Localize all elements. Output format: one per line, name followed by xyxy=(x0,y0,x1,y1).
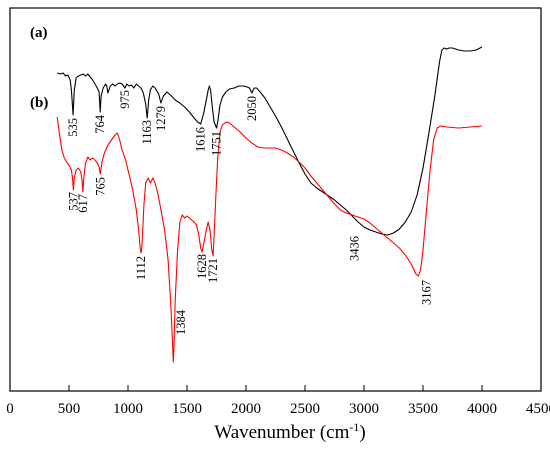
panel-labels: (a) (b) xyxy=(30,25,48,111)
panel-label: (b) xyxy=(30,95,48,111)
peak-label: 1163 xyxy=(140,120,154,145)
x-tick-label: 2500 xyxy=(290,401,320,417)
x-axis-title-superscript: -1 xyxy=(349,420,359,434)
peak-label: 617 xyxy=(76,194,90,213)
peak-label: 2050 xyxy=(245,96,259,121)
series-line-b xyxy=(56,116,483,363)
x-tick-label: 4000 xyxy=(467,401,497,417)
peak-label: 1721 xyxy=(206,258,220,283)
x-axis-ticks xyxy=(9,385,542,391)
x-tick-label: 0 xyxy=(6,401,14,417)
x-tick-label: 500 xyxy=(58,401,81,417)
x-tick-label: 2000 xyxy=(231,401,261,417)
x-tick-label: 3000 xyxy=(349,401,379,417)
peak-label: 535 xyxy=(66,118,80,137)
panel-label: (a) xyxy=(30,25,48,41)
plot-frame xyxy=(9,7,542,392)
peak-label: 537 xyxy=(66,192,80,211)
series-group xyxy=(56,46,483,363)
x-tick-label: 4500 xyxy=(526,401,550,417)
peak-label: 3436 xyxy=(348,236,362,261)
peak-label: 765 xyxy=(93,177,107,196)
peak-label: 1112 xyxy=(134,256,148,280)
x-tick-label: 1000 xyxy=(113,401,143,417)
peak-label: 1279 xyxy=(154,106,168,131)
x-axis-title-tail: ) xyxy=(359,422,365,443)
peak-label: 3167 xyxy=(420,280,434,305)
peak-label: 975 xyxy=(118,90,132,109)
x-tick-label: 3500 xyxy=(408,401,438,417)
x-tick-label: 1500 xyxy=(172,401,202,417)
peak-label: 764 xyxy=(93,114,107,134)
x-axis-title: Wavenumber (cm-1) xyxy=(214,420,365,443)
x-axis-tick-labels: 0 500 1000 1500 2000 2500 3000 3500 4000 4500 xyxy=(6,401,550,417)
series-line-a xyxy=(57,46,483,236)
peak-label: 1628 xyxy=(195,254,209,279)
peak-label: 1616 xyxy=(194,127,208,152)
peak-label: 1384 xyxy=(174,309,188,335)
peak-label: 1751 xyxy=(210,131,224,156)
